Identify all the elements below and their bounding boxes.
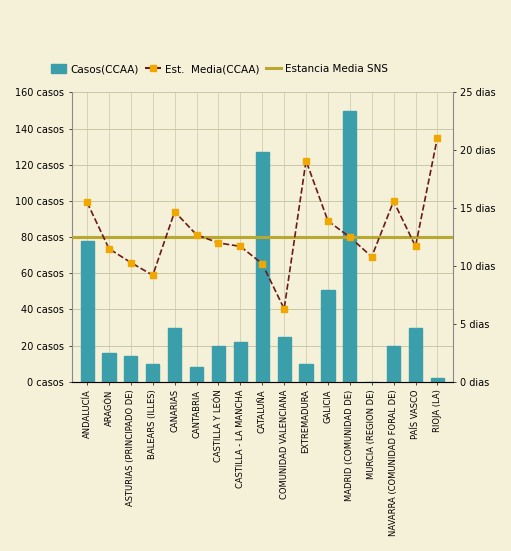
Bar [409, 327, 422, 382]
Bar [212, 345, 225, 382]
Bar [299, 364, 313, 382]
Bar [168, 327, 181, 382]
Bar [146, 364, 159, 382]
Bar [81, 241, 94, 382]
Legend: Casos(CCAA), Est.  Media(CCAA), Estancia Media SNS: Casos(CCAA), Est. Media(CCAA), Estancia … [47, 60, 392, 78]
Bar [387, 345, 400, 382]
Bar [102, 353, 115, 382]
Bar [256, 152, 269, 382]
Bar [234, 342, 247, 382]
Bar [343, 111, 356, 382]
Bar [124, 356, 137, 382]
Bar [190, 368, 203, 382]
Bar [277, 337, 291, 382]
Bar [321, 289, 335, 382]
Bar [431, 378, 444, 382]
